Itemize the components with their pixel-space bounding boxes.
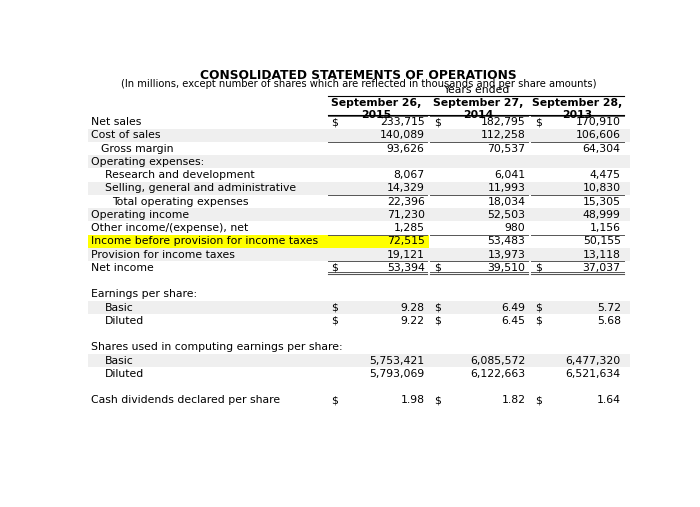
Text: 6,122,663: 6,122,663 xyxy=(470,369,526,379)
Bar xyxy=(88,208,630,222)
Text: 6.49: 6.49 xyxy=(501,303,526,312)
Text: 70,537: 70,537 xyxy=(487,143,526,154)
Text: 53,483: 53,483 xyxy=(487,236,526,246)
Text: $: $ xyxy=(434,316,441,326)
Text: 6,041: 6,041 xyxy=(494,170,526,180)
Text: 13,973: 13,973 xyxy=(487,249,526,260)
Text: Income before provision for income taxes: Income before provision for income taxes xyxy=(92,236,318,246)
Text: 15,305: 15,305 xyxy=(582,197,621,206)
Text: 5.68: 5.68 xyxy=(596,316,621,326)
Text: 13,118: 13,118 xyxy=(583,249,621,260)
Text: 22,396: 22,396 xyxy=(386,197,425,206)
Text: 233,715: 233,715 xyxy=(380,117,425,127)
Text: (In millions, except number of shares which are reflected in thousands and per s: (In millions, except number of shares wh… xyxy=(121,79,596,89)
Text: 6,085,572: 6,085,572 xyxy=(470,355,526,366)
Text: 182,795: 182,795 xyxy=(481,117,526,127)
Bar xyxy=(88,182,630,195)
Bar xyxy=(88,248,630,261)
Bar xyxy=(88,129,630,142)
Text: $: $ xyxy=(434,117,441,127)
Text: 140,089: 140,089 xyxy=(379,130,425,140)
Text: 9.22: 9.22 xyxy=(400,316,425,326)
Text: 14,329: 14,329 xyxy=(386,184,425,193)
Text: 106,606: 106,606 xyxy=(575,130,621,140)
Text: 1,285: 1,285 xyxy=(393,223,425,233)
Text: Gross margin: Gross margin xyxy=(102,143,174,154)
Text: 1.64: 1.64 xyxy=(596,395,621,405)
Text: 6.45: 6.45 xyxy=(501,316,526,326)
Text: $: $ xyxy=(434,303,441,312)
Text: September 26,
2015: September 26, 2015 xyxy=(330,98,421,120)
Bar xyxy=(88,354,630,367)
Text: Research and development: Research and development xyxy=(104,170,254,180)
Text: 48,999: 48,999 xyxy=(583,210,621,220)
Text: $: $ xyxy=(535,395,542,405)
Text: 71,230: 71,230 xyxy=(386,210,425,220)
Text: 52,503: 52,503 xyxy=(487,210,526,220)
Text: $: $ xyxy=(434,395,441,405)
Text: Diluted: Diluted xyxy=(104,316,144,326)
Text: 8,067: 8,067 xyxy=(393,170,425,180)
Text: $: $ xyxy=(332,395,339,405)
Text: 37,037: 37,037 xyxy=(582,263,621,273)
Bar xyxy=(88,301,630,314)
Text: 5.72: 5.72 xyxy=(596,303,621,312)
Text: $: $ xyxy=(535,303,542,312)
Text: 112,258: 112,258 xyxy=(481,130,526,140)
Text: 72,515: 72,515 xyxy=(386,236,425,246)
Text: Shares used in computing earnings per share:: Shares used in computing earnings per sh… xyxy=(92,342,343,352)
Text: Operating expenses:: Operating expenses: xyxy=(92,157,204,167)
Text: Total operating expenses: Total operating expenses xyxy=(112,197,248,206)
Bar xyxy=(88,235,428,248)
Text: 9.28: 9.28 xyxy=(400,303,425,312)
Text: Basic: Basic xyxy=(104,355,133,366)
Text: $: $ xyxy=(332,316,339,326)
Text: 5,793,069: 5,793,069 xyxy=(370,369,425,379)
Text: $: $ xyxy=(332,117,339,127)
Text: 19,121: 19,121 xyxy=(386,249,425,260)
Text: $: $ xyxy=(535,263,542,273)
Text: 1.82: 1.82 xyxy=(501,395,526,405)
Text: Net income: Net income xyxy=(92,263,154,273)
Text: 53,394: 53,394 xyxy=(386,263,425,273)
Text: Diluted: Diluted xyxy=(104,369,144,379)
Text: $: $ xyxy=(332,263,339,273)
Text: 93,626: 93,626 xyxy=(386,143,425,154)
Text: Basic: Basic xyxy=(104,303,133,312)
Text: 1,156: 1,156 xyxy=(589,223,621,233)
Text: $: $ xyxy=(434,263,441,273)
Text: Other income/(expense), net: Other income/(expense), net xyxy=(92,223,248,233)
Text: 39,510: 39,510 xyxy=(487,263,526,273)
Text: 18,034: 18,034 xyxy=(487,197,526,206)
Text: 1.98: 1.98 xyxy=(400,395,425,405)
Text: 6,521,634: 6,521,634 xyxy=(566,369,621,379)
Text: Cash dividends declared per share: Cash dividends declared per share xyxy=(92,395,281,405)
Bar xyxy=(88,155,630,168)
Text: 64,304: 64,304 xyxy=(582,143,621,154)
Text: CONSOLIDATED STATEMENTS OF OPERATIONS: CONSOLIDATED STATEMENTS OF OPERATIONS xyxy=(200,68,517,82)
Text: $: $ xyxy=(535,117,542,127)
Text: 4,475: 4,475 xyxy=(589,170,621,180)
Text: Operating income: Operating income xyxy=(92,210,190,220)
Text: 50,155: 50,155 xyxy=(582,236,621,246)
Text: Earnings per share:: Earnings per share: xyxy=(92,289,197,299)
Text: September 27,
2014: September 27, 2014 xyxy=(433,98,524,120)
Text: $: $ xyxy=(332,303,339,312)
Text: $: $ xyxy=(535,316,542,326)
Text: Cost of sales: Cost of sales xyxy=(92,130,161,140)
Text: Selling, general and administrative: Selling, general and administrative xyxy=(104,184,295,193)
Text: 980: 980 xyxy=(505,223,526,233)
Text: Provision for income taxes: Provision for income taxes xyxy=(92,249,235,260)
Text: 10,830: 10,830 xyxy=(582,184,621,193)
Text: 5,753,421: 5,753,421 xyxy=(370,355,425,366)
Text: 170,910: 170,910 xyxy=(575,117,621,127)
Text: September 28,
2013: September 28, 2013 xyxy=(532,98,622,120)
Text: Net sales: Net sales xyxy=(92,117,141,127)
Text: 6,477,320: 6,477,320 xyxy=(566,355,621,366)
Text: 11,993: 11,993 xyxy=(487,184,526,193)
Text: Years ended: Years ended xyxy=(442,86,509,95)
